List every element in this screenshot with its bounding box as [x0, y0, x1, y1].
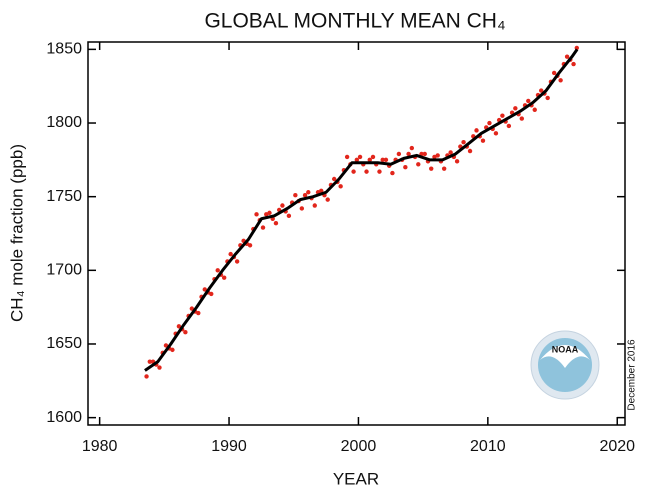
x-tick-label: 2000: [341, 438, 377, 455]
logo-text: NOAA: [552, 344, 579, 354]
y-tick-label: 1650: [46, 335, 82, 352]
data-point: [312, 203, 317, 208]
data-point: [390, 170, 395, 176]
data-point: [189, 306, 195, 311]
data-point: [429, 166, 434, 171]
data-point: [487, 120, 492, 126]
data-point: [354, 157, 360, 163]
data-point: [176, 324, 182, 329]
data-point: [280, 203, 285, 208]
data-point: [526, 98, 531, 104]
data-point: [441, 166, 447, 171]
data-point: [480, 138, 486, 143]
data-point: [493, 131, 499, 136]
plot-frame: [87, 41, 626, 426]
data-point: [357, 154, 363, 160]
data-point: [551, 70, 557, 76]
data-point: [215, 268, 220, 273]
data-point: [267, 210, 272, 216]
data-point: [409, 145, 415, 151]
data-point: [293, 193, 298, 198]
data-point: [273, 220, 279, 226]
data-point: [325, 197, 330, 202]
data-point: [558, 78, 563, 83]
data-point: [422, 151, 427, 157]
data-point: [383, 157, 389, 163]
data-point: [338, 184, 343, 189]
data-point: [163, 343, 169, 348]
data-point: [260, 225, 266, 230]
data-point: [461, 139, 466, 145]
x-tick-label: 2010: [470, 438, 506, 455]
data-point: [228, 251, 233, 257]
data-point: [157, 365, 162, 370]
data-point: [147, 359, 152, 364]
y-tick-label: 1700: [46, 262, 82, 279]
x-tick-label: 1990: [211, 438, 247, 455]
data-point: [331, 176, 337, 182]
data-point: [513, 106, 518, 111]
data-point: [467, 148, 473, 154]
data-point: [435, 153, 440, 158]
data-point: [448, 150, 453, 155]
data-point: [202, 287, 207, 292]
data-point: [500, 113, 505, 118]
data-point: [302, 193, 308, 198]
data-point: [344, 154, 350, 160]
chart-title: GLOBAL MONTHLY MEAN CH₄: [204, 10, 505, 33]
data-point: [306, 190, 311, 195]
data-point: [183, 329, 188, 335]
y-tick-label: 1850: [46, 41, 82, 58]
data-point: [254, 212, 259, 217]
data-point: [454, 159, 460, 164]
data-point: [419, 151, 424, 157]
data-point: [474, 128, 479, 133]
data-point: [367, 157, 372, 163]
y-tick-label: 1800: [46, 114, 82, 131]
data-point: [286, 213, 292, 219]
data-point: [170, 347, 175, 353]
data-point: [351, 169, 356, 174]
data-point: [380, 157, 385, 163]
data-point: [370, 154, 376, 160]
data-point: [416, 162, 421, 167]
logo: NOAA: [530, 330, 600, 400]
data-point: [406, 151, 411, 157]
logo-bird: [540, 345, 590, 368]
data-point: [319, 188, 324, 193]
data-point: [299, 206, 305, 211]
data-point: [196, 310, 201, 316]
y-tick-label: 1750: [46, 188, 82, 205]
data-point: [234, 259, 240, 264]
data-point: [532, 107, 537, 112]
data-point: [571, 61, 576, 67]
data-point: [247, 243, 253, 248]
data-point: [396, 151, 402, 157]
data-point: [564, 54, 570, 59]
data-point: [506, 123, 512, 129]
x-axis-label: YEAR: [333, 469, 379, 488]
x-tick-label: 1980: [82, 438, 118, 455]
data-point: [364, 169, 369, 174]
data-point: [539, 88, 544, 93]
date-annotation: December 2016: [627, 339, 638, 411]
data-point: [209, 291, 214, 297]
y-axis-label: CH₄ mole fraction (ppb): [7, 144, 26, 322]
data-point: [403, 165, 408, 170]
data-point: [519, 116, 525, 121]
data-point: [144, 374, 149, 379]
x-tick-label: 2020: [599, 438, 635, 455]
data-point: [377, 169, 382, 174]
data-point: [221, 275, 227, 280]
trend-line: [144, 48, 579, 372]
data-point: [545, 95, 550, 101]
y-tick-label: 1600: [46, 409, 82, 426]
